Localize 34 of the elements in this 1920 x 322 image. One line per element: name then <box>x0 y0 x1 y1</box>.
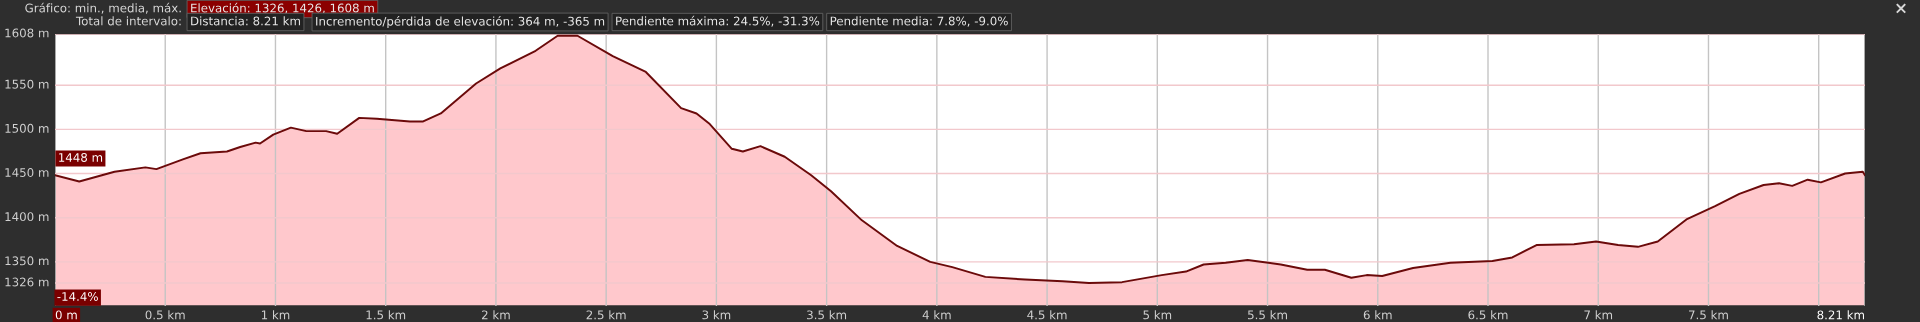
x-tick-label: 6.5 km <box>1468 310 1508 320</box>
text: Incremento/pérdida de elevación: 364 m, -365 m <box>316 16 605 28</box>
text: Pendiente máxima: 24.5%, -31.3% <box>616 15 820 27</box>
y-tick-label: 1400 m <box>5 212 49 222</box>
x-tick-label: 2 km <box>481 310 510 320</box>
x-tick-label: 1 km <box>261 310 290 320</box>
x-tick-label: 0.5 km <box>145 310 185 320</box>
x-tick-label: 0 m <box>55 310 77 320</box>
text: Distancia: 8.21 km <box>191 16 300 26</box>
text: Gráfico: min., media, máx. <box>25 2 181 14</box>
x-tick-label: 6 km <box>1363 310 1392 320</box>
annotation: -14.4% <box>57 292 98 301</box>
x-tick-label: 7.5 km <box>1689 310 1728 320</box>
y-tick-label: 1500 m <box>5 123 49 133</box>
x-tick-label: 4 km <box>922 310 951 320</box>
text: Pendiente media: 7.8%, -9.0% <box>830 16 1008 27</box>
x-tick-label: 2.5 km <box>586 310 626 320</box>
x-tick-label: 3 km <box>702 310 731 320</box>
text: × <box>1896 3 1906 14</box>
y-tick-label: 1450 m <box>5 168 49 177</box>
x-tick-label: 7 km <box>1584 310 1613 320</box>
text: Total de intervalo: <box>75 16 181 26</box>
y-tick-label: 1326 m <box>5 277 49 287</box>
y-tick-label: 1608 m <box>5 28 49 38</box>
y-tick-label: 1350 m <box>5 256 49 266</box>
x-tick-label: 3.5 km <box>807 310 847 320</box>
text: Elevación: 1326, 1426, 1608 m <box>191 2 374 14</box>
x-tick-label: 5.5 km <box>1248 310 1287 320</box>
x-tick-label: 1.5 km <box>366 310 406 320</box>
annotation: 1448 m <box>59 152 103 162</box>
x-tick-label: 5 km <box>1143 310 1172 320</box>
x-tick-label: 8.21 km <box>1817 310 1864 320</box>
x-tick-label: 4.5 km <box>1027 310 1067 320</box>
y-tick-label: 1550 m <box>5 79 49 89</box>
